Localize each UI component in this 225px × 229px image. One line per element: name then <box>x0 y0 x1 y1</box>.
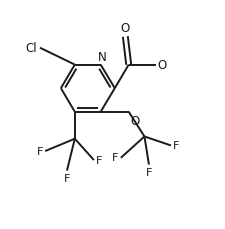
Text: O: O <box>120 22 129 35</box>
Text: F: F <box>172 140 179 150</box>
Text: F: F <box>112 153 118 163</box>
Text: F: F <box>36 146 43 156</box>
Text: Cl: Cl <box>26 42 37 55</box>
Text: F: F <box>63 174 70 183</box>
Text: F: F <box>96 155 102 165</box>
Text: O: O <box>130 114 139 128</box>
Text: O: O <box>157 58 166 71</box>
Text: N: N <box>97 51 106 63</box>
Text: F: F <box>145 167 151 177</box>
